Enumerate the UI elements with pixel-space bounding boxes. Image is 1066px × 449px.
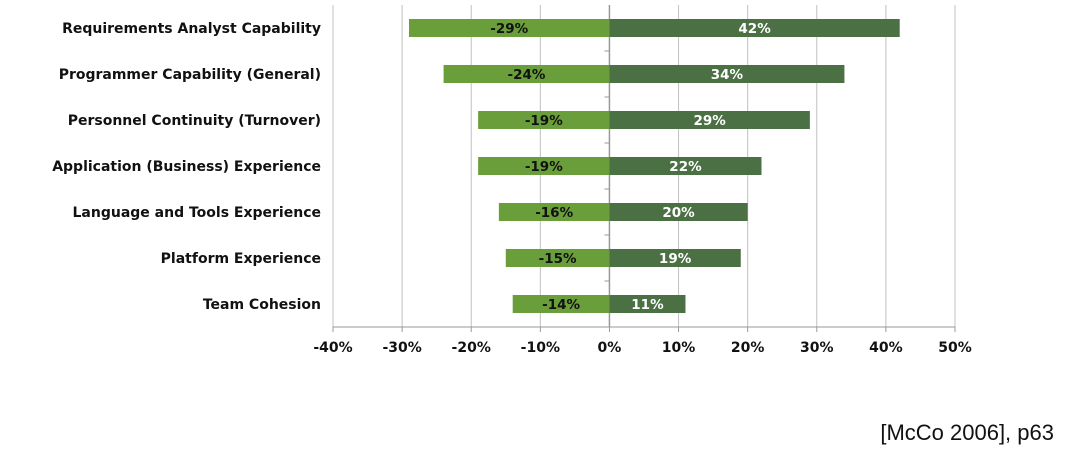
category-label: Platform Experience bbox=[161, 251, 321, 267]
data-label: -16% bbox=[535, 205, 573, 221]
positive-bar bbox=[609, 157, 762, 175]
category-label: Programmer Capability (General) bbox=[59, 67, 321, 83]
x-tick-label: 10% bbox=[662, 340, 696, 356]
data-label: 22% bbox=[669, 159, 702, 175]
positive-bar bbox=[609, 111, 810, 129]
data-label: 11% bbox=[631, 297, 664, 313]
x-tick-label: 40% bbox=[869, 340, 903, 356]
x-tick-label: -40% bbox=[313, 340, 352, 356]
positive-bar bbox=[609, 295, 686, 313]
negative-bar bbox=[478, 111, 610, 129]
data-label: 29% bbox=[693, 113, 726, 129]
x-tick-label: 30% bbox=[800, 340, 834, 356]
x-tick-label: 50% bbox=[938, 340, 972, 356]
category-label: Application (Business) Experience bbox=[52, 159, 321, 175]
citation: [McCo 2006], p63 bbox=[880, 420, 1054, 445]
data-label: 20% bbox=[662, 205, 695, 221]
positive-bar bbox=[609, 65, 845, 83]
positive-bar bbox=[609, 249, 741, 267]
negative-bar bbox=[512, 295, 610, 313]
positive-bar bbox=[609, 203, 748, 221]
category-label: Language and Tools Experience bbox=[73, 205, 321, 221]
data-label: 42% bbox=[738, 21, 771, 37]
x-tick-label: 0% bbox=[598, 340, 622, 356]
data-label: -14% bbox=[542, 297, 580, 313]
x-tick-label: -20% bbox=[452, 340, 491, 356]
tornado-chart: -40% -30% -20% -10% 0% 10% 20% 30% 40% 50% Require… bbox=[52, 5, 972, 356]
x-tick-label: 20% bbox=[731, 340, 765, 356]
data-label: -29% bbox=[490, 21, 528, 37]
x-tick-label: -10% bbox=[521, 340, 560, 356]
data-label: -24% bbox=[508, 67, 546, 83]
category-label: Team Cohesion bbox=[203, 297, 321, 313]
data-label: -19% bbox=[525, 113, 563, 129]
negative-bar bbox=[443, 65, 610, 83]
data-label: 19% bbox=[659, 251, 692, 267]
category-label: Requirements Analyst Capability bbox=[62, 21, 321, 37]
negative-bar bbox=[478, 157, 610, 175]
x-tick-label: -30% bbox=[382, 340, 421, 356]
negative-bar bbox=[498, 203, 610, 221]
category-label: Personnel Continuity (Turnover) bbox=[68, 113, 321, 129]
data-label: 34% bbox=[711, 67, 744, 83]
positive-bar bbox=[609, 19, 900, 37]
negative-bar bbox=[505, 249, 610, 267]
data-label: -19% bbox=[525, 159, 563, 175]
data-label: -15% bbox=[539, 251, 577, 267]
negative-bar bbox=[409, 19, 610, 37]
